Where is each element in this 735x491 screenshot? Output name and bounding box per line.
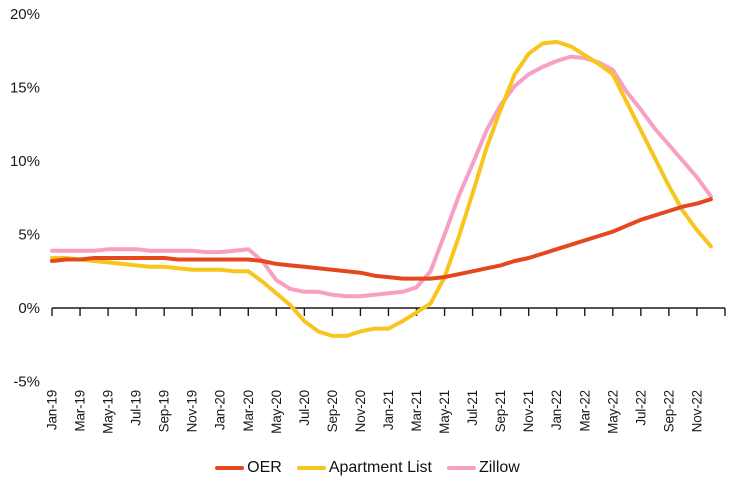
x-axis-tick-label: Nov-20 [353, 390, 368, 432]
x-axis-tick-label: Jan-20 [213, 390, 228, 430]
y-axis-tick-label: 5% [18, 227, 40, 244]
x-axis-tick-label: Nov-22 [689, 390, 704, 432]
y-axis-tick-label: 0% [18, 300, 40, 317]
x-axis-tick-label: Mar-21 [409, 390, 424, 432]
y-axis-tick-label: 15% [10, 80, 40, 97]
legend-item-oer: OER [215, 459, 282, 477]
apartment-list-line-swatch [296, 466, 326, 470]
legend-label-oer: OER [247, 459, 282, 476]
x-axis-tick-label: May-19 [101, 390, 116, 434]
x-axis-tick-label: Mar-22 [577, 390, 592, 432]
x-axis-tick-label: Jan-21 [381, 390, 396, 430]
chart-legend: OER Apartment List Zillow [0, 459, 735, 477]
zillow-line-swatch [446, 466, 476, 470]
x-axis-tick-label: Jul-20 [297, 390, 312, 426]
x-axis-tick-label: Sep-22 [661, 390, 676, 432]
legend-label-zillow: Zillow [478, 459, 520, 476]
y-axis-tick-label: 10% [10, 153, 40, 170]
y-axis-tick-label: 20% [10, 6, 40, 23]
legend-item-apartment-list: Apartment List [296, 459, 432, 477]
x-axis-tick-label: Jul-21 [465, 390, 480, 426]
legend-item-zillow: Zillow [446, 459, 520, 477]
x-axis-tick-label: Sep-19 [157, 390, 172, 432]
x-axis-tick-label: May-21 [437, 390, 452, 434]
x-axis-tick-label: Nov-19 [185, 390, 200, 432]
x-axis-tick-label: May-20 [269, 390, 284, 434]
x-axis-tick-label: Mar-19 [73, 390, 88, 432]
x-axis-tick-label: Jul-19 [129, 390, 144, 426]
x-axis-tick-label: Mar-20 [241, 390, 256, 432]
series-line-oer [50, 197, 713, 281]
y-axis-tick-label: -5% [13, 374, 40, 391]
x-axis-tick-label: Nov-21 [521, 390, 536, 432]
series-line-apartment-list [50, 39, 713, 338]
legend-label-apartment-list: Apartment List [328, 459, 432, 476]
series-line-zillow [50, 54, 713, 299]
oer-line-swatch [215, 466, 245, 470]
x-axis-tick-label: Jul-22 [633, 390, 648, 426]
x-axis-tick-label: Sep-20 [325, 390, 340, 432]
x-axis-tick-label: Jan-22 [549, 390, 564, 430]
x-axis-tick-label: May-22 [605, 390, 620, 434]
x-axis-tick-label: Sep-21 [493, 390, 508, 432]
x-axis-tick-label: Jan-19 [45, 390, 60, 430]
